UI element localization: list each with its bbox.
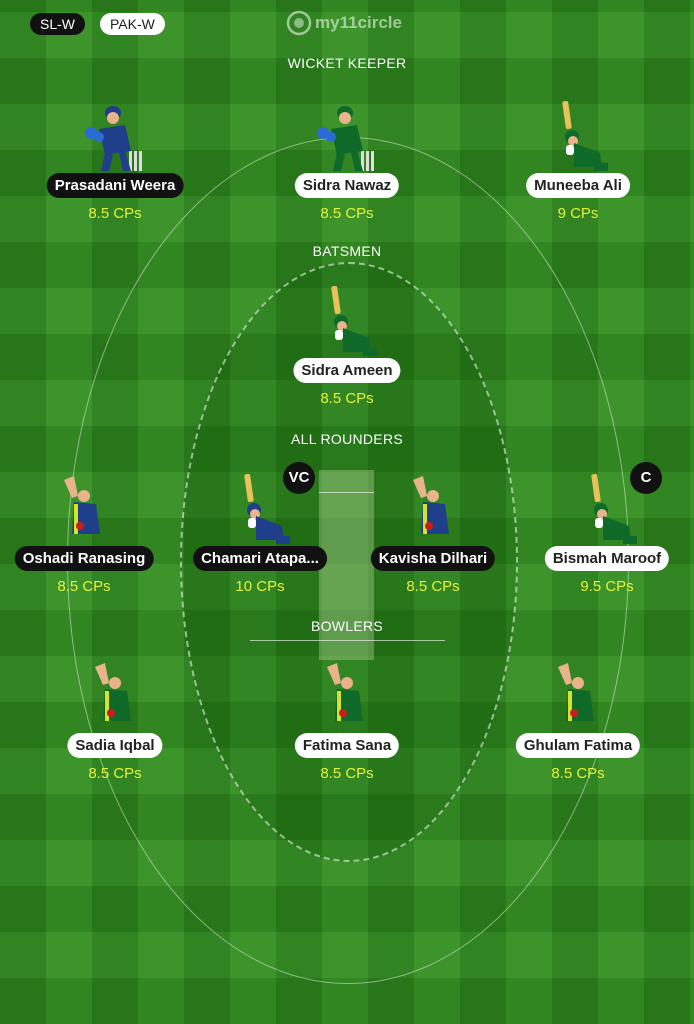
- player-name: Ghulam Fatima: [515, 733, 641, 758]
- player-card[interactable]: Oshadi Ranasing 8.5 CPs: [0, 474, 174, 614]
- player-card[interactable]: Sadia Iqbal 8.5 CPs: [25, 661, 205, 801]
- section-batsmen: BATSMEN: [312, 243, 382, 259]
- player-card[interactable]: Muneeba Ali 9 CPs: [488, 100, 668, 241]
- player-credits: 8.5 CPs: [406, 578, 460, 595]
- player-credits: 8.5 CPs: [88, 765, 142, 782]
- player-credits: 9.5 CPs: [580, 578, 634, 595]
- player-card[interactable]: Ghulam Fatima 8.5 CPs: [488, 661, 668, 801]
- team-chip-sl[interactable]: SL-W: [30, 13, 85, 35]
- section-wicket-keeper: WICKET KEEPER: [287, 55, 407, 71]
- player-card[interactable]: Sidra Nawaz 8.5 CPs: [257, 101, 437, 241]
- bowler-figure-icon: [44, 474, 124, 546]
- player-credits: 9 CPs: [557, 205, 599, 222]
- player-credits: 8.5 CPs: [88, 205, 142, 222]
- section-bowlers: BOWLERS: [310, 618, 384, 634]
- keeper-figure-icon: [75, 101, 155, 173]
- player-credits: 8.5 CPs: [320, 205, 374, 222]
- bowler-figure-icon: [393, 474, 473, 546]
- player-card[interactable]: Chamari Atapa... 10 CPs: [170, 473, 350, 614]
- player-credits: 10 CPs: [235, 578, 285, 595]
- captain-badge: C: [630, 462, 662, 494]
- player-name: Oshadi Ranasing: [14, 546, 154, 571]
- player-name: Chamari Atapa...: [193, 546, 327, 571]
- player-name: Kavisha Dilhari: [370, 546, 496, 571]
- team-chip-pak[interactable]: PAK-W: [100, 13, 165, 35]
- bowler-figure-icon: [75, 661, 155, 733]
- player-name: Sidra Ameen: [293, 358, 401, 383]
- player-name: Fatima Sana: [294, 733, 400, 758]
- player-credits: 8.5 CPs: [57, 578, 111, 595]
- player-card[interactable]: Fatima Sana 8.5 CPs: [257, 661, 437, 801]
- crease-bottom: [250, 640, 445, 641]
- player-name: Prasadani Weera: [46, 173, 184, 198]
- player-credits: 8.5 CPs: [551, 765, 605, 782]
- batter-figure-icon: [307, 285, 387, 358]
- logo-text: my11circle: [315, 13, 402, 32]
- player-card[interactable]: Bismah Maroof 9.5 CPs: [517, 473, 694, 614]
- logo-icon: [286, 10, 312, 36]
- player-name: Muneeba Ali: [526, 173, 630, 198]
- player-credits: 8.5 CPs: [320, 765, 374, 782]
- app-logo: my11circle: [286, 9, 402, 37]
- player-card[interactable]: Kavisha Dilhari 8.5 CPs: [343, 474, 523, 614]
- player-name: Sidra Nawaz: [294, 173, 400, 198]
- crease-top: [319, 492, 374, 493]
- batter-figure-icon: [538, 100, 618, 173]
- player-name: Sadia Iqbal: [67, 733, 163, 758]
- section-all-rounders: ALL ROUNDERS: [291, 431, 403, 447]
- player-card[interactable]: Prasadani Weera 8.5 CPs: [25, 101, 205, 241]
- bowler-figure-icon: [307, 661, 387, 733]
- pitch: [319, 470, 374, 660]
- bowler-figure-icon: [538, 661, 618, 733]
- player-credits: 8.5 CPs: [320, 390, 374, 407]
- vice-captain-badge: VC: [283, 462, 315, 494]
- batter-figure-icon: [220, 473, 300, 546]
- player-name: Bismah Maroof: [544, 546, 670, 571]
- batter-figure-icon: [567, 473, 647, 546]
- player-card[interactable]: Sidra Ameen 8.5 CPs: [257, 285, 437, 426]
- keeper-figure-icon: [307, 101, 387, 173]
